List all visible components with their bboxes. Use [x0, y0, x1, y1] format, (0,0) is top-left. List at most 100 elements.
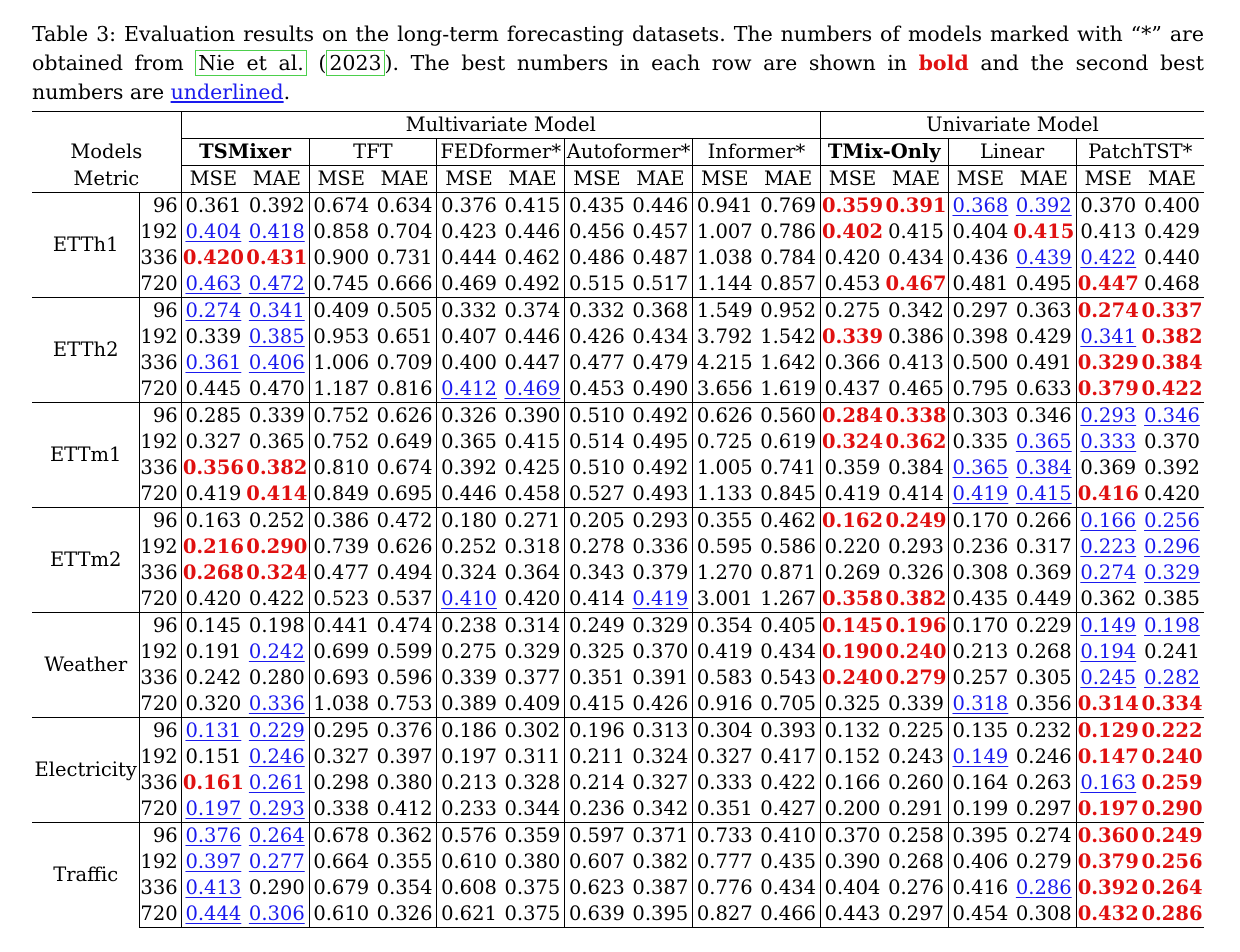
value-text: 0.246: [1015, 745, 1072, 768]
value-cell: 0.325: [564, 639, 629, 665]
value-cell: 0.469: [436, 271, 501, 298]
value-text: 0.674: [313, 194, 370, 217]
value-cell: 0.849: [308, 481, 373, 508]
value-cell: 0.404: [947, 219, 1013, 245]
value-cell: 0.329: [1075, 350, 1140, 376]
value-text: 0.279: [1015, 850, 1072, 873]
value-cell: 0.341: [245, 297, 310, 324]
value-cell: 0.336: [629, 534, 693, 560]
value-text: 0.229: [1015, 614, 1072, 637]
value-text: 0.444: [441, 246, 497, 269]
value-cell: 0.467: [884, 271, 948, 298]
best-value: 0.286: [1141, 902, 1203, 925]
value-cell: 0.387: [629, 875, 693, 901]
value-text: 0.363: [1015, 299, 1072, 322]
models-header: Models: [70, 140, 143, 163]
value-text: 0.329: [504, 640, 561, 663]
citation-year-link[interactable]: 2023: [326, 50, 385, 76]
value-cell: 0.597: [564, 822, 629, 849]
value-cell: 0.240: [1140, 744, 1204, 770]
value-text: 0.453: [568, 377, 625, 400]
value-cell: 0.147: [1075, 744, 1140, 770]
value-text: 0.404: [952, 220, 1009, 243]
value-cell: 0.295: [308, 717, 373, 744]
table-body: ETTh1 96 0.361 0.392 0.674 0.634 0.376 0.415 0.4…: [32, 192, 1204, 928]
value-text: 0.199: [952, 797, 1009, 820]
value-cell: 1.038: [692, 245, 757, 271]
value-text: 0.845: [760, 482, 817, 505]
value-cell: 0.354: [373, 875, 437, 901]
value-cell: 0.599: [373, 639, 437, 665]
value-cell: 0.695: [373, 481, 437, 508]
value-text: 0.389: [441, 692, 497, 715]
value-cell: 0.252: [245, 507, 310, 534]
value-cell: 0.277: [245, 849, 309, 875]
second-best-value: 0.341: [248, 299, 305, 322]
value-cell: 0.377: [501, 665, 565, 691]
value-cell: 0.236: [947, 534, 1013, 560]
value-cell: 0.258: [884, 822, 949, 849]
value-text: 0.494: [376, 561, 433, 584]
caption-underline-word: underlined: [170, 80, 284, 104]
value-text: 0.586: [760, 535, 817, 558]
value-cell: 0.441: [308, 612, 373, 639]
value-text: 0.583: [696, 666, 753, 689]
value-text: 0.368: [632, 299, 689, 322]
value-cell: 0.304: [692, 717, 757, 744]
value-cell: 0.276: [884, 875, 948, 901]
value-text: 0.900: [313, 246, 370, 269]
table-row: 336 0.161 0.261 0.298 0.380 0.213 0.328 0.214 0.…: [32, 770, 1204, 796]
value-cell: 0.397: [180, 849, 246, 875]
value-cell: 0.198: [1139, 612, 1204, 639]
value-text: 0.376: [376, 719, 433, 742]
value-text: 0.304: [696, 719, 753, 742]
value-text: 0.356: [1015, 692, 1072, 715]
value-text: 0.626: [376, 404, 433, 427]
caption-label: Table 3:: [32, 22, 117, 46]
value-cell: 0.346: [1012, 402, 1077, 429]
value-cell: 0.795: [947, 376, 1013, 403]
value-cell: 0.434: [756, 875, 820, 901]
value-cell: 0.576: [436, 822, 501, 849]
value-cell: 0.268: [180, 560, 246, 586]
value-cell: 0.371: [628, 822, 693, 849]
value-cell: 0.333: [1075, 429, 1140, 455]
metric-mae-label: MAE: [1147, 167, 1197, 190]
value-cell: 0.440: [1140, 245, 1204, 271]
value-text: 0.634: [376, 194, 433, 217]
value-text: 0.335: [952, 430, 1009, 453]
citation-author-link[interactable]: Nie et al.: [195, 50, 307, 76]
value-cell: 0.413: [884, 350, 948, 376]
value-text: 0.495: [632, 430, 689, 453]
metric-mse-label: MSE: [947, 165, 1013, 193]
value-text: 0.678: [313, 824, 370, 847]
value-cell: 0.827: [692, 901, 757, 928]
horizon-cell: 336: [140, 666, 178, 689]
best-value: 0.240: [885, 640, 947, 663]
value-cell: 0.213: [947, 639, 1013, 665]
value-cell: 0.360: [1075, 822, 1140, 849]
value-text: 0.302: [504, 719, 561, 742]
second-best-value: 0.419: [632, 587, 689, 610]
value-cell: 0.274: [1012, 822, 1077, 849]
best-value: 0.268: [182, 561, 244, 584]
value-cell: 0.404: [180, 219, 246, 245]
value-cell: 0.249: [1139, 822, 1204, 849]
value-cell: 0.495: [629, 429, 693, 455]
best-value: 0.382: [246, 456, 308, 479]
value-cell: 0.324: [819, 429, 885, 455]
second-best-value: 0.419: [952, 482, 1009, 505]
second-best-value: 0.472: [248, 272, 305, 295]
value-text: 0.406: [952, 850, 1009, 873]
best-value: 0.358: [821, 587, 884, 610]
value-cell: 0.268: [884, 849, 948, 875]
value-cell: 0.198: [245, 612, 310, 639]
value-cell: 0.583: [692, 665, 757, 691]
value-cell: 0.523: [308, 586, 373, 613]
value-cell: 0.429: [1012, 324, 1076, 350]
value-cell: 0.364: [501, 560, 565, 586]
group-multivariate: Multivariate Model: [180, 111, 821, 139]
value-cell: 0.346: [1139, 402, 1204, 429]
value-text: 0.679: [313, 876, 370, 899]
value-text: 0.329: [632, 614, 689, 637]
